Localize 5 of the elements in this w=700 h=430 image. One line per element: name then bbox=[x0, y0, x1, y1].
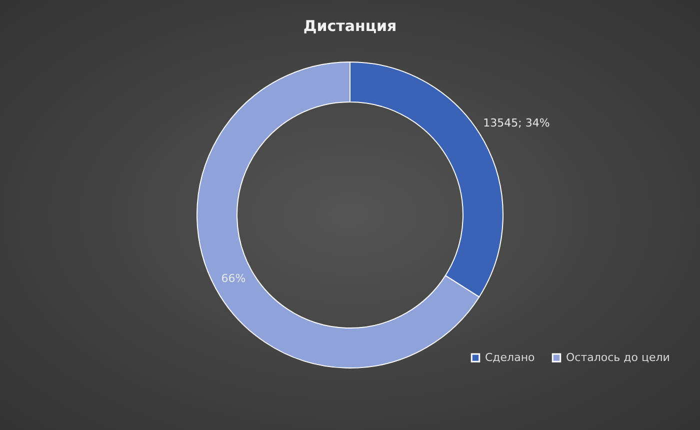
data-label: 66% bbox=[221, 272, 246, 286]
data-label: 13545; 34% bbox=[483, 116, 550, 130]
legend-label: Осталось до цели bbox=[566, 350, 670, 364]
chart-title: Дистанция bbox=[303, 17, 397, 35]
legend-label: Сделано bbox=[485, 350, 536, 364]
